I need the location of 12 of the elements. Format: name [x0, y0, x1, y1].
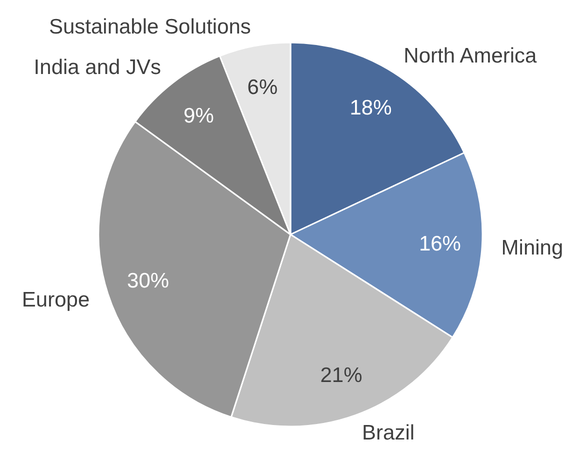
- data-label: 30%: [127, 269, 170, 292]
- slice-label: North America: [404, 44, 538, 68]
- data-label: 6%: [247, 76, 278, 99]
- slice-label: Europe: [22, 288, 90, 312]
- slice-label: India and JVs: [34, 56, 162, 80]
- data-label: 9%: [184, 104, 214, 128]
- slice-label: Mining: [501, 236, 564, 260]
- data-label: 16%: [418, 232, 461, 256]
- slice-label: Sustainable Solutions: [48, 16, 251, 39]
- data-label: 18%: [350, 96, 392, 120]
- slice-label: Brazil: [362, 422, 415, 445]
- data-label: 21%: [320, 364, 362, 387]
